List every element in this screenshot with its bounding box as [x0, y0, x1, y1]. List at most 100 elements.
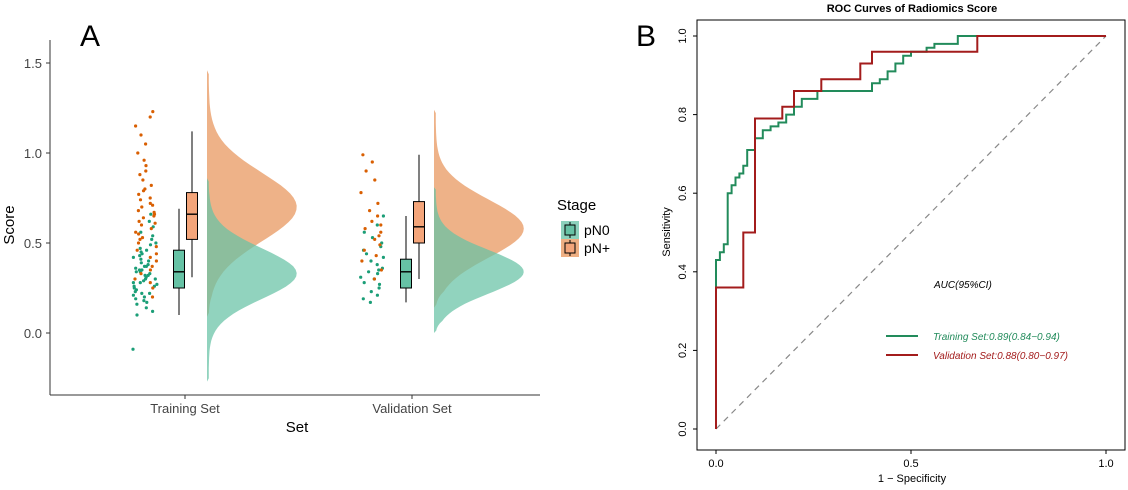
point-pn0 [377, 286, 381, 290]
point-pnplus [370, 219, 374, 223]
a-y-axis-title: Score [1, 205, 18, 244]
point-pn0 [139, 261, 143, 265]
point-pn0 [139, 257, 143, 261]
point-pn0 [134, 288, 138, 292]
roc-y-axis-title: Sensitivity [661, 207, 673, 257]
point-pnplus [154, 245, 158, 249]
point-pnplus [378, 243, 382, 247]
point-pnplus [134, 124, 138, 128]
point-pn0 [138, 246, 142, 250]
a-y-tick-label: 1.0 [24, 146, 42, 161]
point-pnplus [148, 115, 152, 119]
roc-x-tick-label: 0.5 [903, 458, 918, 470]
point-pn0 [131, 255, 135, 259]
point-pnplus [139, 272, 143, 276]
point-pnplus [140, 236, 145, 240]
point-pnplus [136, 151, 140, 155]
point-pnplus [136, 209, 140, 213]
roc-x-ticks: 0.0 0.5 1.0 [708, 450, 1114, 470]
point-pnplus [372, 277, 376, 281]
legend-box-fill-pn0 [564, 224, 576, 236]
panel-b-label: B [636, 20, 656, 53]
density-pn0 [207, 178, 297, 382]
point-pn0 [375, 223, 379, 227]
a-jitter-points [131, 110, 385, 351]
point-pn0 [381, 255, 385, 259]
point-pn0 [140, 291, 144, 295]
point-pn0 [147, 219, 151, 223]
roc-x-tick-label: 0.0 [708, 458, 723, 470]
a-y-tick-label: 0.0 [24, 326, 42, 341]
a-x-tick-label: Training Set [150, 401, 220, 416]
point-pn0 [134, 297, 138, 301]
point-pnplus [135, 248, 139, 252]
point-pn0 [377, 268, 381, 272]
roc-panel: B ROC Curves of Radiomics Score 1 − Spec… [636, 3, 1126, 485]
point-pnplus [138, 173, 142, 177]
point-pnplus [370, 160, 374, 164]
a-x-ticks: Training Set Validation Set [150, 395, 452, 416]
roc-x-axis-title: 1 − Specificity [878, 473, 947, 485]
point-pn0 [359, 275, 363, 279]
box-pn0 [400, 258, 412, 289]
point-pnplus [137, 192, 141, 196]
point-pn0 [151, 234, 155, 238]
point-pnplus [148, 196, 152, 200]
point-pn0 [143, 273, 147, 277]
point-pnplus [137, 219, 141, 223]
point-pnplus [376, 214, 380, 218]
roc-title: ROC Curves of Radiomics Score [827, 3, 998, 15]
point-pn0 [131, 293, 135, 297]
point-pn0 [375, 293, 379, 297]
point-pnplus [150, 264, 154, 268]
point-pnplus [139, 133, 143, 137]
roc-line-training [715, 35, 1106, 429]
roc-plot-frame [696, 19, 1126, 451]
roc-curves [715, 35, 1106, 429]
roc-y-tick-label: 1.0 [677, 28, 689, 43]
point-pn0 [137, 268, 142, 272]
point-pn0 [150, 237, 154, 241]
point-pn0 [370, 236, 375, 240]
density-pn0 [434, 187, 524, 333]
point-pnplus [379, 268, 383, 272]
roc-reference-diagonal [715, 35, 1107, 430]
point-pnplus [359, 191, 363, 195]
point-pn0 [132, 284, 136, 288]
point-pn0 [149, 212, 153, 216]
point-pn0 [148, 291, 152, 295]
point-pnplus [151, 203, 155, 207]
point-pnplus [362, 248, 366, 252]
legend-label-validation: Validation Set:0.88(0.80−0.97) [933, 351, 1068, 362]
point-pnplus [133, 277, 137, 281]
point-pnplus [148, 255, 152, 259]
roc-legend: AUC(95%CI) Training Set:0.89(0.84−0.94) … [886, 280, 1068, 362]
roc-y-tick-label: 0.2 [677, 343, 689, 358]
stage-legend: Stage pN0 pN+ [557, 197, 610, 257]
point-pn0 [154, 241, 158, 245]
point-pn0 [362, 281, 366, 285]
a-boxplots [173, 131, 425, 315]
point-pnplus [141, 216, 145, 220]
roc-y-tick-label: 0.0 [677, 421, 689, 436]
point-pnplus [361, 153, 365, 157]
point-pn0 [362, 230, 366, 234]
point-pn0 [131, 347, 135, 351]
roc-y-tick-label: 0.6 [677, 186, 689, 201]
point-pnplus [144, 142, 148, 146]
point-pn0 [139, 230, 143, 234]
point-pnplus [379, 230, 383, 234]
roc-line-validation [715, 35, 1106, 429]
point-pn0 [134, 266, 138, 270]
a-y-tick-label: 1.5 [24, 56, 42, 71]
point-pn0 [381, 214, 385, 218]
point-pn0 [145, 248, 149, 252]
point-pnplus [143, 187, 147, 191]
point-pnplus [148, 201, 152, 205]
point-pnplus [373, 178, 377, 182]
point-pn0 [135, 313, 139, 317]
point-pn0 [145, 300, 149, 304]
point-pn0 [151, 309, 155, 313]
point-pn0 [155, 282, 159, 286]
